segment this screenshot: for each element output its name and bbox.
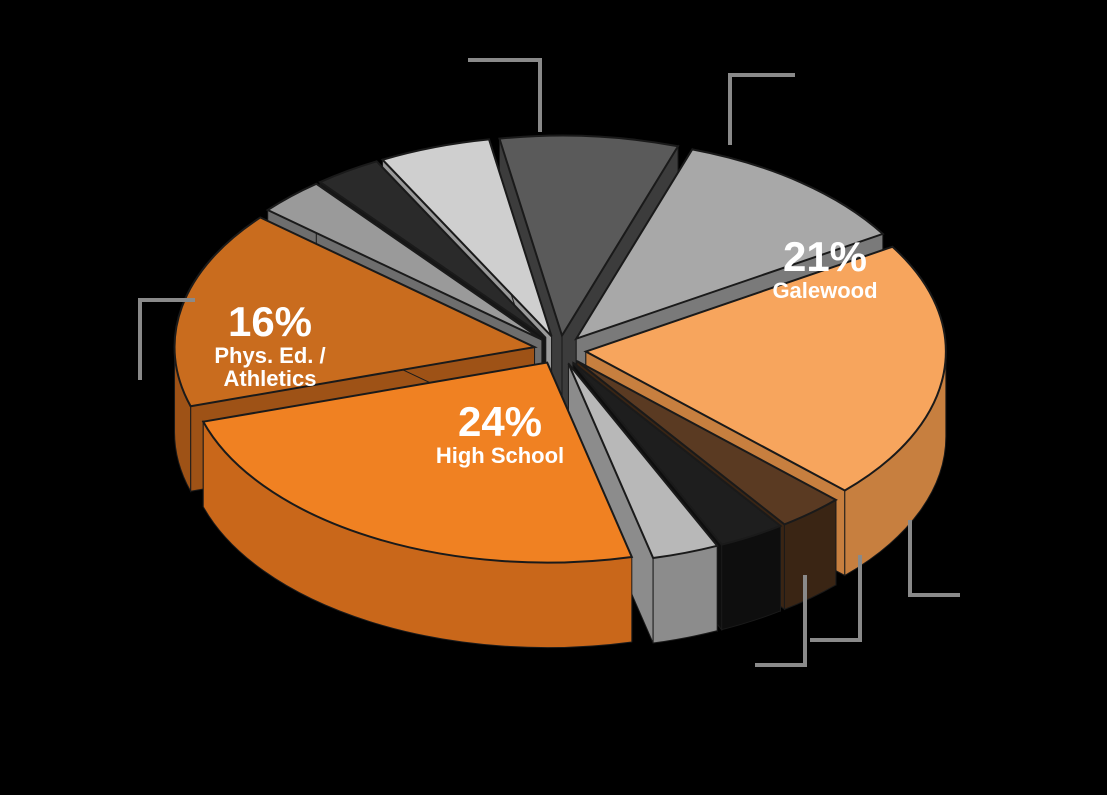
slice-side — [653, 546, 717, 643]
pie-svg — [0, 0, 1107, 795]
leader-line — [730, 75, 795, 145]
leader-line — [468, 60, 540, 132]
pie-chart-3d: 21%Galewood24%High School16%Phys. Ed. / … — [0, 0, 1107, 795]
leader-line — [910, 520, 960, 595]
